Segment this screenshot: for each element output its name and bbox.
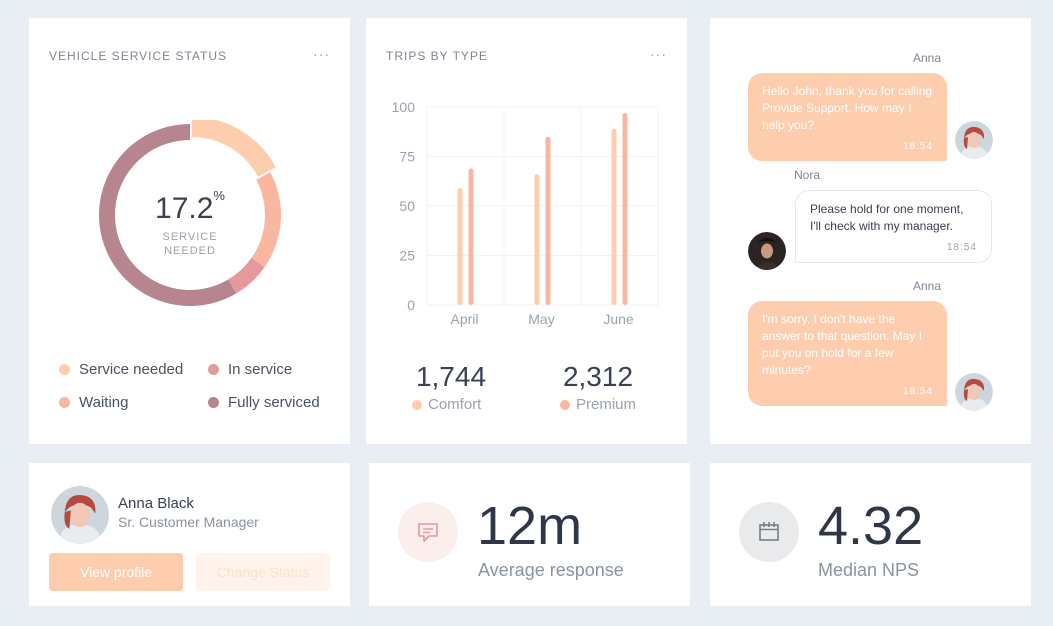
nps-value: 4.32 xyxy=(818,496,924,556)
chat-message-in: Please hold for one moment, I'll check w… xyxy=(795,190,992,263)
card-title: VEHICLE SERVICE STATUS xyxy=(49,49,228,63)
bar-comfort-june[interactable] xyxy=(611,128,617,305)
avatar-image xyxy=(955,373,993,411)
legend-dot xyxy=(59,397,70,408)
bar-comfort-may[interactable] xyxy=(534,174,540,305)
chat-message-out: Hello John, thank you for calling Provid… xyxy=(748,73,947,161)
bar-premium-june[interactable] xyxy=(622,112,628,305)
legend-service-needed: Service needed xyxy=(59,361,183,378)
card-menu-icon[interactable]: ··· xyxy=(650,46,667,62)
trips-card: TRIPS BY TYPE ··· 0 25 50 75 100 April May June… xyxy=(366,18,687,444)
calendar-icon xyxy=(759,522,779,541)
x-tick-label: June xyxy=(603,311,634,327)
premium-total: 2,312 xyxy=(562,361,634,392)
donut-segment-service-needed[interactable] xyxy=(191,116,276,177)
message-time: 18:54 xyxy=(902,141,933,152)
donut-segment-in-service[interactable] xyxy=(228,257,265,294)
profile-role: Sr. Customer Manager xyxy=(118,514,259,530)
message-time: 18:54 xyxy=(946,242,977,253)
trips-bar-chart: 0 25 50 75 100 April May June xyxy=(392,99,659,327)
card-title: TRIPS BY TYPE xyxy=(386,49,488,63)
y-tick-label: 0 xyxy=(407,297,415,313)
legend-waiting: Waiting xyxy=(59,394,128,411)
chat-sender: Anna xyxy=(913,279,942,293)
chat-message-out: I'm sorry, I don't have the answer to th… xyxy=(748,301,947,406)
nps-label: Median NPS xyxy=(818,560,920,580)
chat-sender: Nora xyxy=(794,168,821,182)
avatar xyxy=(955,121,993,159)
chat-sender: Anna xyxy=(913,51,942,65)
change-status-button[interactable]: Change Status xyxy=(196,553,330,591)
avg-response-label: Average response xyxy=(478,560,624,580)
x-tick-label: May xyxy=(528,311,554,327)
legend-dot xyxy=(208,364,219,375)
view-profile-button[interactable]: View profile xyxy=(49,553,183,591)
legend-dot xyxy=(59,364,70,375)
donut-value: 17.2% xyxy=(155,188,225,225)
avatar xyxy=(748,232,786,270)
calendar-icon-circle xyxy=(739,502,799,562)
nps-card: 4.32 Median NPS xyxy=(710,463,1031,606)
comfort-label: Comfort xyxy=(412,396,481,413)
profile-avatar xyxy=(51,486,109,544)
message-icon xyxy=(418,523,438,542)
donut-caption: SERVICE NEEDED xyxy=(162,231,218,257)
legend-fully-serviced: Fully serviced xyxy=(208,394,320,411)
avatar-image xyxy=(51,486,109,544)
profile-card: Anna Black Sr. Customer Manager View pro… xyxy=(29,463,350,606)
legend-dot xyxy=(412,400,422,410)
avg-response-value: 12m xyxy=(477,496,583,556)
legend-dot xyxy=(208,397,219,408)
premium-label: Premium xyxy=(560,396,636,413)
message-time: 18:54 xyxy=(902,386,933,397)
donut-chart xyxy=(99,116,281,306)
bar-premium-may[interactable] xyxy=(545,136,551,305)
avatar xyxy=(955,373,993,411)
profile-name: Anna Black xyxy=(118,495,194,512)
legend-dot xyxy=(560,400,570,410)
comfort-total: 1,744 xyxy=(415,361,487,392)
donut-segment-waiting[interactable] xyxy=(251,172,281,268)
y-tick-label: 25 xyxy=(399,248,415,264)
legend-in-service: In service xyxy=(208,361,292,378)
message-icon-circle xyxy=(398,502,458,562)
service-status-card: VEHICLE SERVICE STATUS ··· 17.2% SERVICE… xyxy=(29,18,350,444)
service-donut: 17.2% SERVICE NEEDED xyxy=(95,116,285,310)
avg-response-card: 12m Average response xyxy=(369,463,690,606)
bar-comfort-april[interactable] xyxy=(457,188,463,305)
y-tick-label: 50 xyxy=(399,198,415,214)
donut-segment-fully-serviced[interactable] xyxy=(99,124,237,306)
avatar-image xyxy=(748,232,786,270)
y-tick-label: 100 xyxy=(392,99,416,115)
card-menu-icon[interactable]: ··· xyxy=(313,46,330,62)
bar-premium-april[interactable] xyxy=(468,168,474,305)
x-tick-label: April xyxy=(450,311,478,327)
avatar-image xyxy=(955,121,993,159)
chat-card: Anna Hello John, thank you for calling P… xyxy=(710,18,1031,444)
y-tick-label: 75 xyxy=(399,149,415,165)
